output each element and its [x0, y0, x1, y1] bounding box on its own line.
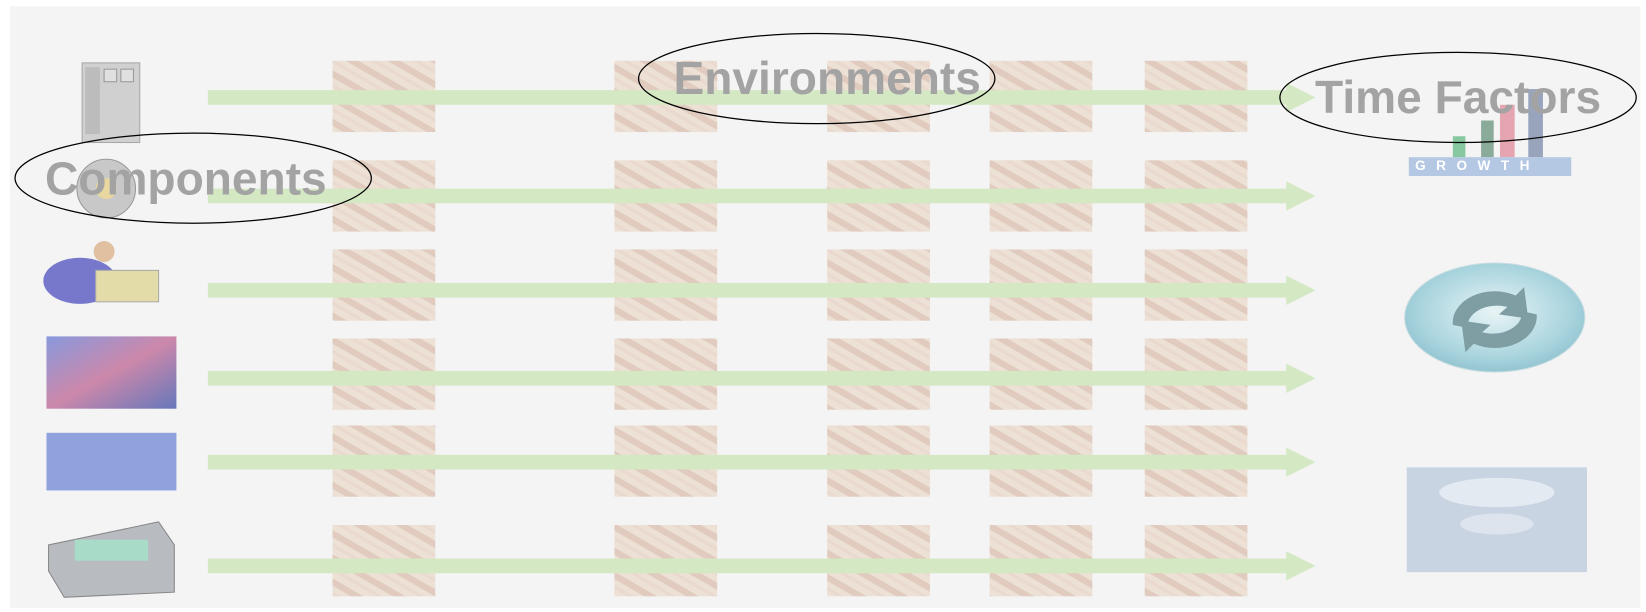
arrow-shaft: [208, 455, 1287, 470]
growth-label: GROWTH: [1415, 158, 1540, 173]
tornado-icon: [1407, 467, 1587, 572]
arrow-shaft: [208, 189, 1287, 204]
server-icon: [82, 63, 140, 143]
page: {"labels": {"environments": "Environment…: [0, 0, 1646, 612]
slide: GROWTH Environments Time Factors Compone…: [0, 0, 1646, 612]
disc-icon: [46, 433, 176, 491]
arrow-shaft: [208, 371, 1287, 386]
environments-label: Environments: [674, 52, 981, 104]
fiber-icon: [46, 336, 176, 408]
time-factors-label: Time Factors: [1315, 71, 1601, 123]
refresh-icon: [1405, 263, 1585, 372]
components-label: Components: [45, 153, 327, 205]
arrow-shaft: [208, 283, 1287, 298]
arrow-shaft: [208, 559, 1287, 574]
